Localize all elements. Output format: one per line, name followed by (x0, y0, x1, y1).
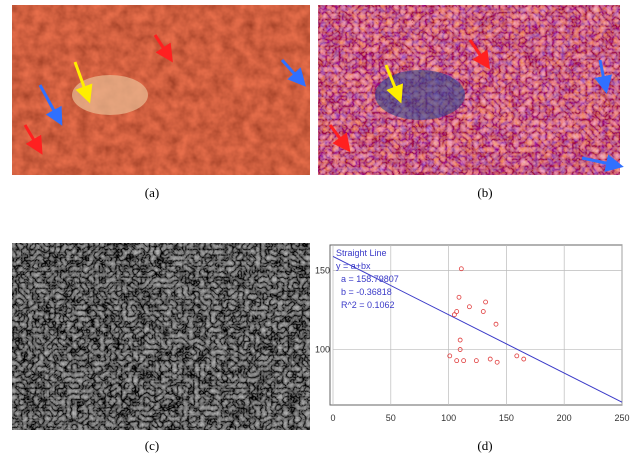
plot-frame (330, 245, 622, 405)
fit-annotation: b = -0.36818 (341, 287, 392, 297)
x-tick-label: 50 (386, 413, 396, 423)
x-tick-label: 0 (330, 413, 335, 423)
panel-b-image (318, 5, 620, 175)
panel-c-image (12, 243, 310, 430)
y-tick-label: 100 (315, 345, 330, 355)
panel-a-image (12, 5, 310, 175)
caption: (d) (477, 438, 492, 453)
x-tick-label: 250 (614, 413, 629, 423)
x-tick-label: 200 (557, 413, 572, 423)
fit-annotation: R^2 = 0.1062 (341, 300, 395, 310)
x-tick-label: 100 (441, 413, 456, 423)
caption: (b) (477, 185, 492, 200)
fit-annotation: y = a+bx (336, 261, 371, 271)
x-tick-label: 150 (499, 413, 514, 423)
fit-annotation: a = 158.79807 (341, 274, 399, 284)
caption: (a) (145, 185, 159, 200)
y-tick-label: 150 (315, 265, 330, 275)
figure: (a) (b) (c) (d) 0 50 100 150 200 250 100 150 Str… (0, 0, 631, 462)
scatter-plot (330, 245, 622, 405)
caption: (c) (145, 438, 159, 453)
fit-annotation: Straight Line (336, 248, 387, 258)
